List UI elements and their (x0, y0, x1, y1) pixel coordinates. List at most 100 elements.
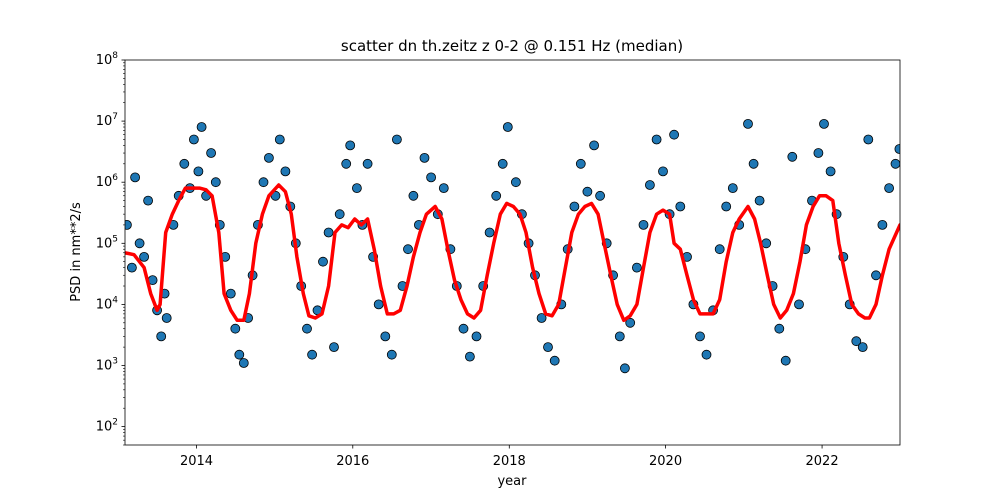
scatter-point (196, 122, 207, 132)
scatter-point (651, 134, 662, 145)
scatter-point (391, 134, 402, 145)
scatter-point (302, 323, 312, 334)
scatter-point (323, 227, 334, 238)
y-axis-label: PSD in nm**2/s (69, 202, 84, 302)
scatter-point (230, 323, 241, 334)
scatter-point (263, 152, 274, 163)
plot-area (125, 119, 900, 374)
chart-title: scatter dn th.zeitz z 0-2 @ 0.151 Hz (me… (341, 37, 683, 55)
scatter-point (188, 134, 199, 145)
y-tick-label: 108 (96, 51, 119, 68)
scatter-point (143, 195, 154, 206)
scatter-point (787, 151, 798, 162)
scatter-point (380, 331, 391, 342)
scatter-point (419, 152, 430, 163)
scatter-point (549, 355, 560, 366)
median-line-series (125, 183, 900, 323)
scatter-point (614, 331, 625, 342)
scatter-point (743, 119, 753, 129)
y-axis: 102 103 104 105 106 107 108 (96, 51, 125, 446)
scatter-point (536, 313, 547, 323)
scatter-point (589, 140, 599, 151)
scatter-point (329, 342, 339, 353)
scatter-point (362, 158, 373, 169)
scatter-point (193, 166, 204, 177)
scatter-point (426, 172, 437, 183)
x-tick-label: 2016 (336, 454, 369, 469)
scatter-point (225, 288, 236, 299)
scatter-point (134, 238, 145, 249)
scatter-point (386, 349, 397, 360)
scatter-point (825, 166, 836, 177)
scatter-point (484, 227, 495, 238)
scatter-point (890, 158, 900, 169)
scatter-point (491, 190, 502, 201)
scatter-point (318, 256, 328, 267)
scatter-point (774, 323, 785, 334)
scatter-point (345, 140, 356, 151)
scatter-point (274, 134, 285, 145)
scatter-point (645, 180, 655, 190)
scatter-point (341, 158, 352, 169)
scatter-point (863, 134, 874, 145)
scatter-point (575, 158, 586, 169)
scatter-point (206, 148, 217, 158)
scatter-point (569, 201, 580, 212)
scatter-point (780, 355, 791, 366)
scatter-point (813, 148, 824, 158)
median-line (125, 183, 900, 323)
scatter-point (727, 183, 738, 194)
x-tick-label: 2022 (806, 454, 839, 469)
scatter-point (334, 209, 345, 220)
scatter-point (595, 190, 605, 201)
y-tick-label: 104 (96, 295, 119, 312)
scatter-point (156, 331, 167, 342)
scatter-point (234, 349, 245, 360)
scatter-point (638, 219, 649, 230)
scatter-point (126, 262, 137, 273)
scatter-point (408, 190, 419, 201)
scatter-point (794, 299, 804, 310)
scatter-point (511, 177, 521, 188)
x-axis: 2014 2016 2018 2020 2022 (180, 445, 839, 469)
scatter-point (620, 363, 630, 374)
scatter-point (871, 270, 881, 281)
scatter-point (695, 331, 705, 342)
scatter-point (582, 186, 593, 197)
scatter-point (403, 244, 413, 255)
y-tick-label: 105 (96, 234, 118, 251)
scatter-series (125, 119, 900, 374)
scatter-point (210, 177, 221, 188)
scatter-point (438, 183, 449, 194)
scatter-point (130, 172, 141, 183)
scatter-point (884, 183, 894, 194)
y-tick-label: 102 (96, 418, 118, 435)
scatter-point (748, 158, 759, 169)
scatter-point (894, 144, 900, 154)
scatter-point (497, 158, 508, 169)
scatter-point (877, 219, 888, 230)
scatter-point (502, 122, 513, 132)
x-tick-label: 2020 (649, 454, 682, 469)
scatter-point (373, 299, 384, 310)
scatter-point (458, 323, 469, 334)
y-tick-label: 107 (96, 112, 118, 129)
x-axis-label: year (497, 474, 527, 489)
scatter-point (857, 342, 868, 353)
scatter-point (701, 349, 712, 360)
scatter-point (632, 262, 642, 273)
scatter-point (280, 166, 291, 177)
scatter-point (714, 244, 725, 255)
scatter-point (139, 251, 150, 262)
x-tick-label: 2014 (180, 454, 213, 469)
scatter-point (351, 183, 362, 194)
scatter-point (471, 331, 482, 342)
scatter-point (258, 177, 269, 188)
scatter-point (625, 317, 636, 328)
scatter-point (761, 238, 772, 249)
scatter-point (819, 119, 829, 129)
scatter-point (307, 349, 318, 360)
scatter-point (754, 195, 765, 206)
scatter-point (464, 351, 475, 362)
